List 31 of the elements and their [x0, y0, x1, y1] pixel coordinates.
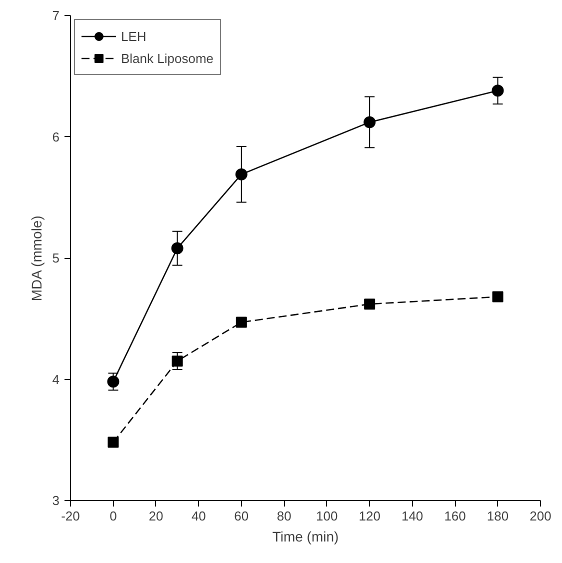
y-tick-label: 7	[52, 8, 60, 23]
point	[364, 116, 376, 128]
x-tick-label: 200	[530, 508, 552, 524]
legend-label: Blank Liposome	[121, 50, 214, 66]
point	[172, 356, 183, 367]
x-tick-label: 120	[358, 508, 380, 524]
x-tick-label: 160	[444, 508, 466, 524]
x-tick-label: 60	[234, 508, 249, 524]
x-tick-label: 20	[148, 508, 164, 524]
x-tick-label: 0	[110, 508, 117, 524]
point	[492, 84, 504, 97]
point	[236, 316, 247, 328]
y-axis-title: MDA (mmole)	[28, 216, 44, 302]
x-tick-label: 180	[486, 508, 509, 524]
x-axis-title: Time (min)	[272, 528, 339, 544]
x-tick-label: 140	[401, 508, 424, 524]
y-tick-label: 6	[52, 129, 60, 144]
y-tick-label: 3	[52, 493, 60, 508]
point	[364, 298, 376, 310]
legend-label: LEH	[121, 28, 146, 44]
point	[108, 436, 119, 448]
point	[171, 242, 184, 254]
point	[235, 168, 248, 180]
y-tick-label: 5	[52, 250, 60, 266]
x-tick-label: 40	[191, 508, 206, 524]
point	[107, 376, 120, 388]
x-tick-label: 100	[316, 508, 338, 524]
y-tick-label: 4	[52, 372, 60, 387]
x-tick-label: 80	[276, 508, 292, 524]
x-tick-label: -20	[61, 508, 80, 524]
point	[492, 291, 504, 302]
